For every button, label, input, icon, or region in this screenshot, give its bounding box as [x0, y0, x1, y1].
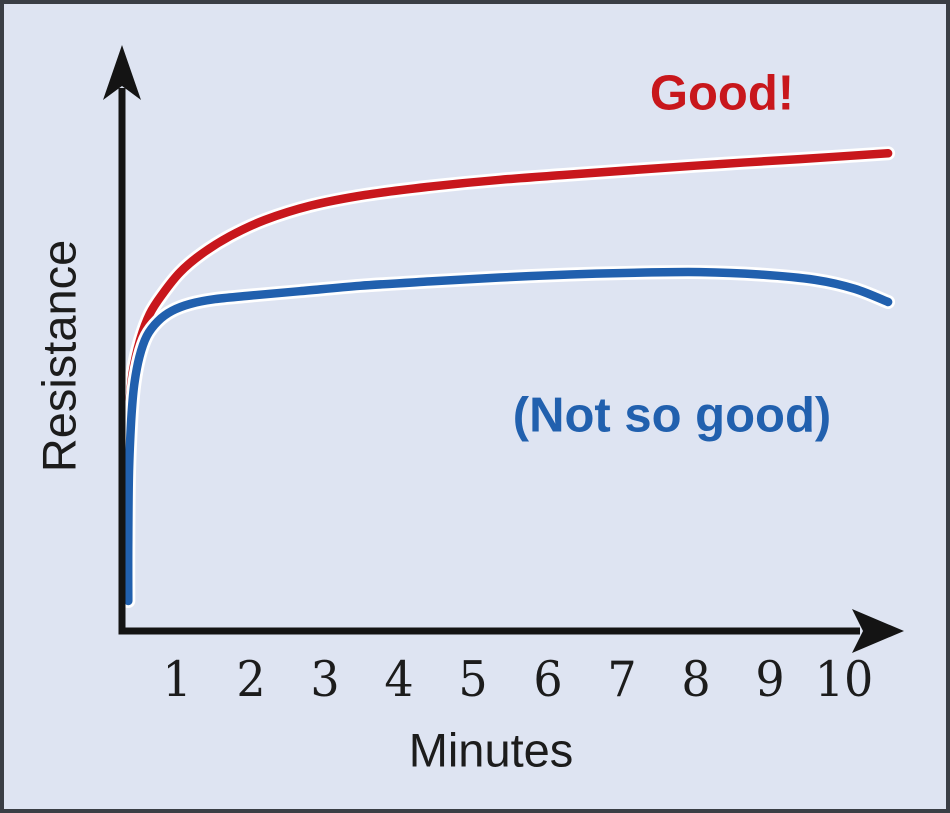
- y-axis-label: Resistance: [32, 239, 86, 473]
- good-label: Good!: [649, 66, 795, 121]
- not-so-good-label: (Not so good): [512, 388, 832, 443]
- curve-not-so-good: [123, 267, 893, 606]
- x-axis-arrowhead: [852, 609, 904, 653]
- chart-canvas: [103, 45, 904, 653]
- axes-layer: [103, 45, 904, 653]
- curve-casing-good: [119, 146, 896, 527]
- curves-layer: [119, 146, 896, 608]
- y-axis-arrowhead: [103, 45, 141, 100]
- curve-good: [121, 149, 893, 525]
- x-axis-label: Minutes: [408, 723, 574, 777]
